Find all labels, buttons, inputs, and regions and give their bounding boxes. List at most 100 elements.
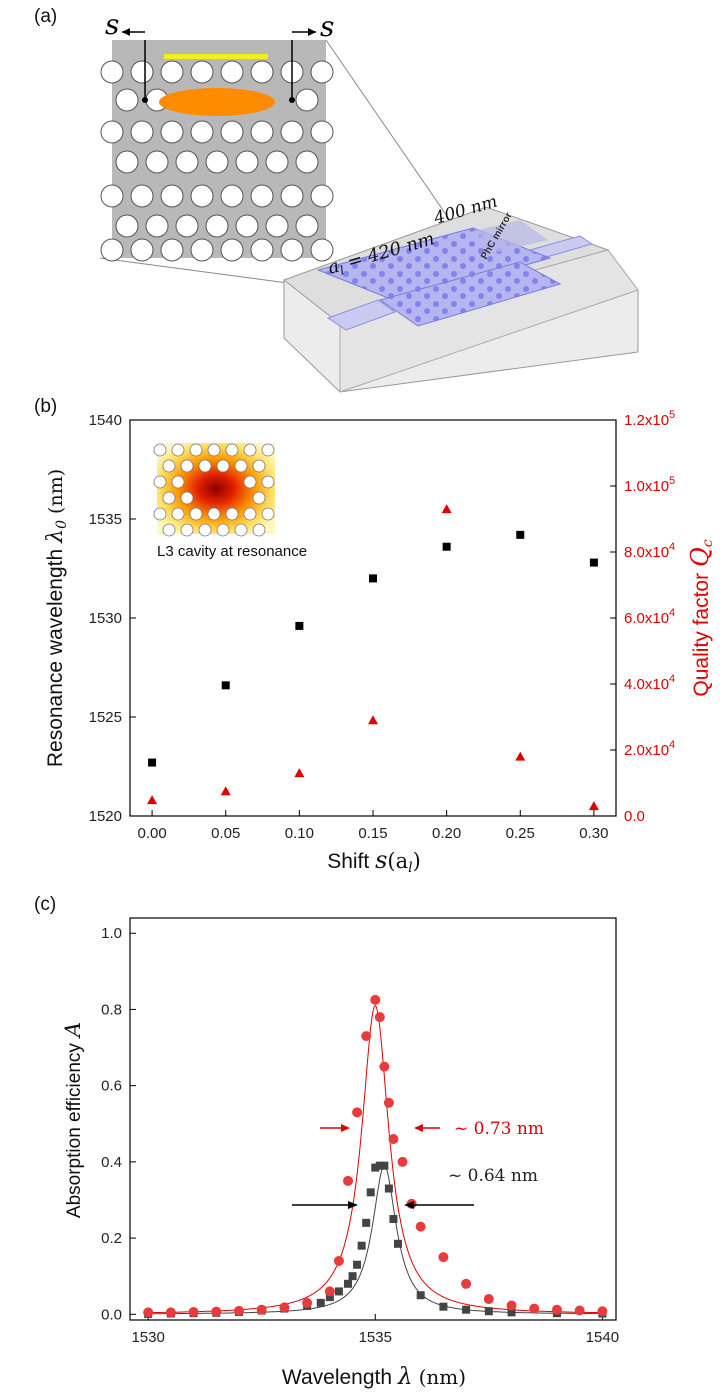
pc-hole [295,150,319,174]
absorption-square-point [353,1260,362,1269]
absorption-circle-point [374,1012,385,1023]
pc-hole [175,214,199,238]
q-factor-point [294,768,305,778]
pc-hole [160,120,184,144]
absorption-circle-point [211,1306,222,1317]
mode-hole [171,443,185,457]
x-tick-label-b: 0.20 [432,825,461,842]
wavelength-point [589,558,598,567]
lorentzian-fit [148,1004,603,1314]
pc-hole [250,60,274,84]
pc-hole [130,60,154,84]
absorption-square-point [507,1308,516,1317]
mode-hole [261,507,275,521]
absorption-circle-point [234,1305,245,1316]
y-tick-label-left: 1530 [89,610,122,627]
panel-a: (a) s s [34,6,639,393]
absorption-circle-point [461,1278,472,1289]
q-factor-point [147,795,158,805]
panel-c: (c) 1530 1535 1540 0.0 0.2 0.4 0.6 0.8 1.0 ~ 0.7… [34,894,619,1390]
mode-hole [180,491,194,505]
absorption-circle-point [388,1134,399,1145]
mode-hole [153,475,167,489]
mode-hole [162,491,176,505]
pc-hole [220,238,244,262]
absorption-circle-point [597,1306,608,1317]
panel-c-label: (c) [34,894,56,915]
pc-hole [190,238,214,262]
pc-hole [295,88,319,112]
absorption-circle-point [361,1031,372,1042]
black-width-label: ~ 0.64 nm [448,1166,538,1186]
absorption-circle-point [343,1175,354,1186]
y-tick-label-right: 0.0 [624,808,645,825]
black-arrowhead-left [348,1201,358,1209]
absorption-circle-point [370,994,381,1005]
shift-dot-left [142,97,148,103]
absorption-square-point [380,1161,389,1170]
y-tick-label-left: 1535 [89,511,122,528]
absorption-circle-point [438,1252,449,1263]
pc-hole [250,120,274,144]
pc-holes [100,60,334,262]
pc-hole [115,150,139,174]
absorption-circle-point [483,1294,494,1305]
pc-holes-lower [380,262,560,326]
panel-b-label: (b) [34,396,57,417]
mode-hole [225,443,239,457]
mode-hole [162,523,176,537]
pc-hole [235,214,259,238]
pc-hole [310,238,334,262]
y-tick-label-left: 1540 [89,412,122,429]
y-tick-label-right: 4.0x104 [624,673,675,693]
mode-hole [198,459,212,473]
absorption-square-point [348,1272,357,1281]
mode-hole [153,507,167,521]
pc-hole [205,214,229,238]
y-tick-label-right: 2.0x104 [624,739,675,759]
mode-profile-holes [153,443,275,537]
y-tick-label-right: 6.0x104 [624,607,675,627]
mode-hole [198,523,212,537]
inset-caption: L3 cavity at resonance [157,543,307,560]
mode-hole [252,459,266,473]
wavelength-point [221,681,230,690]
absorption-square-point [384,1184,393,1193]
x-tick-label-b: 0.25 [506,825,535,842]
absorption-circle-point [415,1221,426,1232]
pc-hole [310,184,334,208]
absorption-circle-point [506,1300,517,1311]
x-tick-label-c: 1535 [359,1329,392,1346]
absorption-circle-point [551,1304,562,1315]
pc-hole [130,184,154,208]
pc-hole [205,150,229,174]
pc-zoom-inset: s s [100,8,334,262]
absorption-circle-point [279,1302,290,1313]
pc-hole [190,184,214,208]
zoom-line-top [325,39,461,236]
absorption-square-point [325,1293,334,1302]
pc-hole [115,88,139,112]
x-tick-label-b: 0.15 [358,825,387,842]
absorption-square-point [439,1302,448,1311]
mode-hole [207,443,221,457]
absorption-circle-point [574,1305,585,1316]
pc-hole [280,120,304,144]
width-annotations: ~ 0.73 nm ~ 0.64 nm [292,1119,544,1209]
axes-b: 0.00 0.05 0.10 0.15 0.20 0.25 0.30 1520 1525 1530… [89,409,676,842]
pc-hole [100,184,124,208]
axes-c: 1530 1535 1540 0.0 0.2 0.4 0.6 0.8 1.0 [101,925,619,1346]
pc-hole [175,150,199,174]
absorption-square-point [462,1305,471,1314]
pc-hole [100,60,124,84]
plot-frame-c [129,917,617,1321]
y-tick-label-right: 1.2x105 [624,409,675,429]
absorption-square-point [366,1188,375,1197]
x-tick-label-c: 1540 [586,1329,619,1346]
q-factor-point [441,504,452,514]
x-tick-label-b: 0.00 [137,825,166,842]
absorption-circle-point [165,1307,176,1318]
wavelength-point [148,758,157,767]
mode-hole [189,507,203,521]
absorption-circle-point [188,1306,199,1317]
